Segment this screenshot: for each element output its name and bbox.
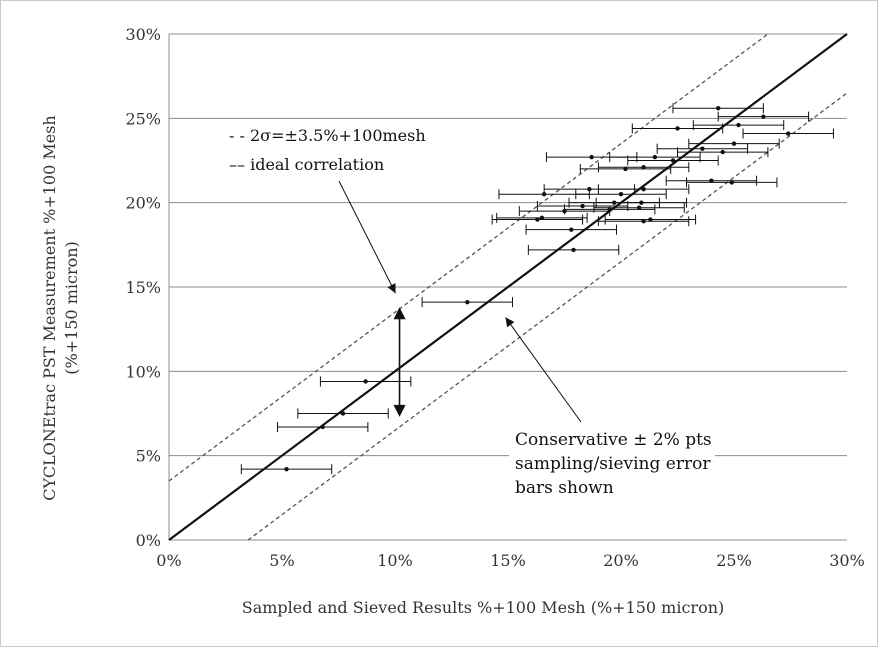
x-tick-label: 10% (377, 551, 413, 570)
data-point (636, 205, 642, 210)
y-axis-title-line-1: CYCLONEtrac PST Measurement %+100 Mesh (40, 115, 59, 500)
x-tick-label: 25% (716, 551, 752, 570)
annotations (338, 180, 582, 423)
data-point (320, 424, 325, 430)
y-tick-label: 20% (125, 194, 161, 213)
data-point (731, 141, 737, 146)
data-point (587, 186, 592, 192)
x-tick-label: 0% (156, 551, 181, 570)
data-point (569, 227, 574, 232)
data-point (670, 158, 676, 163)
note-leader-line (505, 317, 582, 423)
ideal-correlation-line (168, 33, 848, 541)
grid (169, 33, 847, 457)
legend-box (217, 119, 417, 181)
x-tick-label: 15% (490, 551, 526, 570)
y-axis-title-line-2: (%+150 micron) (62, 241, 81, 375)
y-tick-label: 5% (136, 447, 161, 466)
note-box (509, 425, 715, 497)
data-point (535, 217, 540, 222)
y-tick-label: 10% (125, 362, 161, 381)
legend-entry-ideal: –– ideal correlation (229, 155, 384, 174)
y-tick-label: 30% (125, 25, 161, 44)
double-arrow-head-bottom (393, 404, 406, 417)
x-tick-label: 20% (603, 551, 639, 570)
data-point (618, 192, 624, 197)
data-point (580, 203, 585, 209)
note-line-3: bars shown (515, 478, 614, 498)
data-point (720, 149, 725, 155)
data-point (652, 154, 658, 160)
data-point (729, 180, 734, 185)
legend-entry-dashed: - - 2σ=±3.5%+100mesh (229, 126, 426, 145)
y-tick-label: 0% (136, 531, 161, 550)
data-point (715, 106, 721, 111)
data-point (607, 207, 612, 212)
data-point (761, 114, 766, 119)
data-point (284, 466, 289, 472)
double-arrow-head-top (393, 307, 406, 320)
data-point (589, 154, 594, 160)
sigma-bound-line (247, 92, 848, 541)
data-point (571, 247, 576, 253)
y-tick-label: 15% (125, 278, 161, 297)
data-point (641, 186, 646, 192)
data-point (700, 146, 705, 151)
data-point (623, 166, 628, 172)
y-tick-label: 25% (125, 109, 161, 128)
data-point (539, 215, 545, 221)
x-axis-title: Sampled and Sieved Results %+100 Mesh (%… (242, 598, 725, 617)
data-point (541, 192, 547, 197)
data-point (641, 165, 646, 170)
note-leader-arrowhead (505, 317, 515, 328)
data-point (709, 178, 714, 183)
axes: 0% 5% 10% 15% 20% 25% 30% 0% 5% 10% 15% 20% 25% 30% (125, 25, 864, 570)
note-line-1: Conservative ± 2% pts (515, 430, 712, 450)
data-point (786, 131, 791, 136)
correlation-lines (168, 33, 848, 541)
data-point (639, 200, 644, 205)
legend-leader-arrowhead (387, 283, 396, 294)
data-point (648, 217, 653, 222)
sigma-bound-line (168, 33, 769, 482)
data-point (562, 208, 567, 214)
x-tick-label: 30% (829, 551, 865, 570)
data-point (363, 379, 368, 384)
data-point (675, 126, 680, 131)
x-tick-label: 5% (269, 551, 294, 570)
data-point (465, 299, 470, 305)
legend-leader-line (338, 180, 396, 294)
data-point (340, 411, 346, 416)
data-point (736, 122, 741, 128)
note-line-2: sampling/sieving error (515, 454, 711, 474)
data-point (612, 200, 617, 205)
data-point (641, 219, 646, 224)
data-points (284, 106, 791, 472)
